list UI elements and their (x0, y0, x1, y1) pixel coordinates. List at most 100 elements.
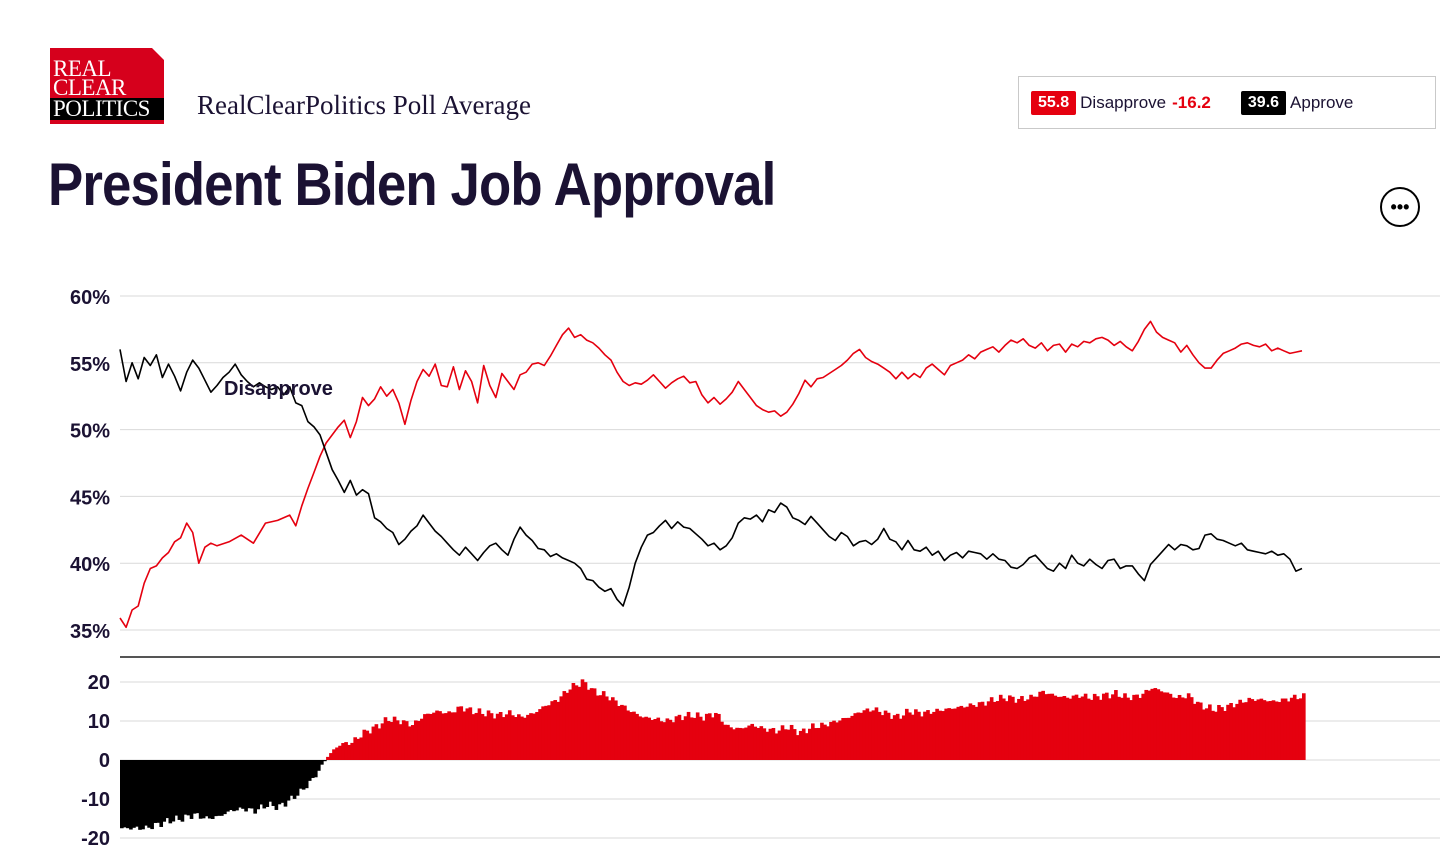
spread-bar (832, 720, 836, 760)
logo-line-clear: CLEAR (53, 75, 126, 100)
spread-bar (1074, 694, 1079, 760)
spread-bar (474, 712, 479, 760)
spread-bar (814, 728, 818, 760)
spread-bar (614, 700, 618, 760)
spread-bar (250, 760, 254, 809)
spread-bar (1077, 697, 1082, 760)
spread-bar (598, 695, 603, 760)
disapprove-label: Disapprove (1080, 92, 1167, 112)
spread-bar (1095, 696, 1100, 760)
spread-bar (1083, 693, 1088, 760)
spread-bar (1211, 710, 1215, 760)
main-y-tick-label: 40% (70, 554, 110, 576)
spread-y-tick-label: 0 (99, 750, 110, 772)
page-title: President Biden Job Approval (48, 151, 776, 218)
spread-bar (1014, 702, 1018, 760)
spread-bar (323, 760, 327, 762)
spread-bar (738, 727, 742, 760)
spread-bar (380, 723, 385, 760)
spread-bar (1053, 695, 1058, 760)
spread-bar (1232, 707, 1236, 760)
spread-bar (689, 717, 694, 760)
spread-bar (544, 705, 548, 760)
spread-bar (1180, 697, 1185, 760)
spread-bar (1153, 688, 1158, 760)
spread-bar (1174, 698, 1179, 760)
spread-bar (468, 707, 473, 760)
spread-bar (423, 714, 427, 760)
spread-bar (692, 717, 697, 760)
spread-bar (783, 729, 788, 760)
spread-bar (1259, 698, 1264, 760)
spread-bar (444, 713, 448, 760)
spread-y-tick-label: -10 (81, 789, 110, 811)
spread-bar (601, 691, 606, 760)
spread-bar (262, 760, 267, 809)
spread-bar (514, 717, 518, 760)
spread-bar (1105, 692, 1109, 760)
spread-bar (789, 724, 794, 760)
spread-bar (1295, 699, 1300, 760)
main-y-tick-label: 55% (70, 354, 110, 376)
spread-bar (938, 710, 942, 760)
spread-bar (1198, 702, 1203, 760)
spread-bar (459, 706, 464, 760)
spread-bar (213, 760, 218, 817)
spread-bar (1123, 693, 1127, 760)
spread-bar (538, 709, 542, 760)
approve-value-badge: 39.6 (1240, 90, 1287, 115)
spread-bar (495, 713, 500, 760)
spread-bar (289, 760, 294, 796)
spread-bar (138, 760, 142, 830)
spread-bar (707, 713, 712, 760)
spread-y-tick-label: 10 (88, 711, 110, 733)
spread-bar (520, 716, 524, 760)
spread-bar (265, 760, 270, 807)
spread-bar (426, 713, 430, 760)
spread-bar (247, 760, 251, 809)
disapprove-series-line (119, 320, 1303, 629)
spread-bar (480, 713, 485, 760)
approve-series-line (119, 349, 1303, 607)
more-options-button[interactable]: ••• (1380, 187, 1420, 227)
spread-y-tick-label: -20 (81, 828, 110, 850)
spread-bar (929, 713, 933, 760)
spread-bar (386, 721, 391, 760)
spread-bar (220, 760, 224, 816)
spread-bar (532, 713, 536, 760)
spread-bar (604, 696, 609, 760)
spread-bar (435, 710, 439, 760)
spread-bar (456, 706, 461, 760)
spread-bar (1089, 699, 1094, 760)
spread-bar (753, 726, 758, 760)
spread-bar (1144, 689, 1149, 760)
spread-bar (144, 760, 148, 826)
spread-bar (486, 710, 491, 760)
spread-bar (1062, 696, 1067, 760)
spread-bar (1262, 700, 1267, 760)
spread-bar (120, 760, 124, 829)
spread-bar (871, 710, 876, 760)
spread-bar (571, 683, 576, 760)
spread-bar (1044, 694, 1049, 760)
main-y-tick-label: 50% (70, 421, 110, 443)
spread-bar (207, 760, 212, 819)
spread-bar (950, 708, 955, 760)
spread-bar (1223, 710, 1227, 760)
spread-bar (668, 719, 673, 760)
spread-bar (238, 760, 242, 808)
spread-bar (607, 700, 612, 760)
spread-bar (429, 713, 433, 760)
spread-bar (1220, 707, 1224, 760)
spread-bar (320, 760, 324, 765)
spread-value: -16.2 (1172, 92, 1211, 112)
spread-bar (559, 696, 564, 760)
spread-bar (244, 760, 248, 812)
spread-bar (626, 710, 630, 760)
spread-bars (120, 679, 1306, 830)
spread-bar (283, 760, 288, 807)
spread-bar (504, 714, 509, 760)
spread-bar (1065, 697, 1070, 760)
spread-bar (274, 760, 279, 810)
spread-bar (201, 760, 206, 819)
